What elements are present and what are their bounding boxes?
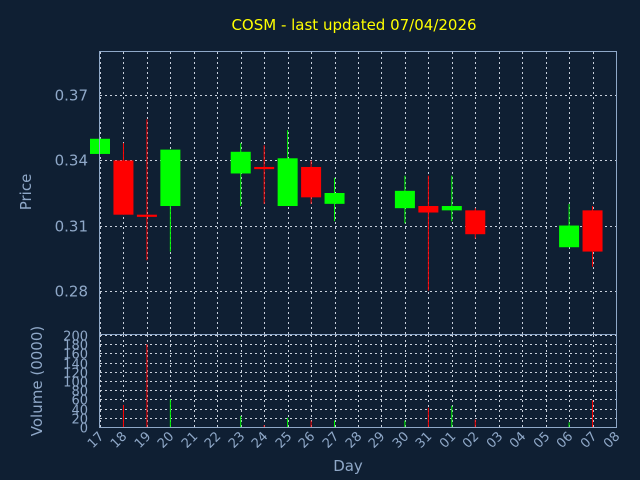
candle-body xyxy=(230,151,251,174)
candle-02 xyxy=(465,208,486,239)
x-tick-label: 17 xyxy=(85,429,107,451)
x-tick-label: 24 xyxy=(249,429,271,451)
volume-tick-label: 160 xyxy=(63,348,88,363)
volume-tick-label: 180 xyxy=(63,339,88,354)
x-tick-label: 27 xyxy=(320,429,342,451)
x-tick-label: 31 xyxy=(413,429,435,451)
candle-23 xyxy=(230,143,251,207)
x-tick-label: 04 xyxy=(507,429,529,451)
candle-07 xyxy=(582,206,603,267)
volume-grid xyxy=(100,335,617,428)
price-tick-label: 0.37 xyxy=(55,87,88,105)
price-tick-label: 0.34 xyxy=(55,152,88,170)
x-tick-label: 08 xyxy=(601,429,623,451)
candle-18 xyxy=(113,143,134,215)
volume-tick-label: 0 xyxy=(80,422,88,437)
price-y-ticks: 0.28 0.31 0.34 0.37 xyxy=(55,87,88,301)
price-tick-label: 0.31 xyxy=(55,218,88,236)
x-axis-label: Day xyxy=(333,457,363,475)
volume-tick-label: 140 xyxy=(63,358,88,373)
candle-body xyxy=(324,193,345,204)
candle-20 xyxy=(160,149,181,252)
volume-tick-label: 80 xyxy=(71,385,88,400)
candle-body xyxy=(277,158,298,207)
volume-bars xyxy=(122,344,594,427)
candle-31 xyxy=(418,175,439,291)
x-tick-label: 05 xyxy=(531,429,553,451)
x-ticks: 17 18 19 20 21 22 23 24 25 26 27 28 29 30 31 01 02 03 04 05… xyxy=(85,429,623,451)
x-tick-label: 20 xyxy=(155,429,177,451)
candle-body xyxy=(301,166,322,198)
x-tick-label: 29 xyxy=(366,429,388,451)
volume-tick-label: 120 xyxy=(63,367,88,382)
x-tick-label: 22 xyxy=(202,429,224,451)
candle-body xyxy=(394,190,415,209)
volume-frame xyxy=(99,334,617,428)
candle-24 xyxy=(254,145,275,204)
x-tick-label: 23 xyxy=(226,429,248,451)
x-tick-label: 26 xyxy=(296,429,318,451)
x-tick-label: 19 xyxy=(132,429,154,451)
volume-tick-label: 200 xyxy=(63,330,88,345)
volume-axis-label: Volume (0000) xyxy=(28,326,46,436)
price-panel: 0.28 0.31 0.34 0.37 Price xyxy=(17,51,617,335)
price-tick-label: 0.28 xyxy=(55,283,88,301)
candle-19 xyxy=(136,119,157,261)
candle-30 xyxy=(394,175,415,224)
candle-26 xyxy=(301,160,322,204)
candle-01 xyxy=(441,175,462,222)
candle-body xyxy=(160,149,181,207)
chart-title: COSM - last updated 07/04/2026 xyxy=(231,16,476,34)
volume-tick-label: 20 xyxy=(71,413,88,428)
candle-body xyxy=(559,225,580,248)
x-tick-label: 01 xyxy=(437,429,459,451)
volume-tick-label: 60 xyxy=(71,394,88,409)
x-tick-label: 28 xyxy=(343,429,365,451)
price-axis-label: Price xyxy=(17,174,35,211)
volume-tick-label: 40 xyxy=(71,404,88,419)
candle-25 xyxy=(277,130,298,207)
candle-body xyxy=(254,166,275,170)
candle-body xyxy=(113,160,134,215)
x-tick-label: 25 xyxy=(273,429,295,451)
x-tick-label: 21 xyxy=(179,429,201,451)
candle-body xyxy=(418,206,439,213)
x-tick-label: 18 xyxy=(108,429,130,451)
candle-body xyxy=(136,214,157,217)
x-tick-label: 02 xyxy=(460,429,482,451)
x-tick-label: 30 xyxy=(390,429,412,451)
candle-body xyxy=(441,206,462,211)
x-tick-label: 07 xyxy=(578,429,600,451)
candles xyxy=(90,119,603,291)
candle-06 xyxy=(559,203,580,248)
candle-27 xyxy=(324,177,345,222)
x-tick-label: 03 xyxy=(484,429,506,451)
candle-body xyxy=(582,210,603,252)
x-tick-label: 06 xyxy=(554,429,576,451)
volume-tick-label: 100 xyxy=(63,376,88,391)
candle-body xyxy=(465,210,486,235)
